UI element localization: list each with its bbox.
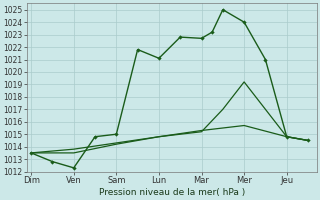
X-axis label: Pression niveau de la mer( hPa ): Pression niveau de la mer( hPa ) <box>99 188 245 197</box>
